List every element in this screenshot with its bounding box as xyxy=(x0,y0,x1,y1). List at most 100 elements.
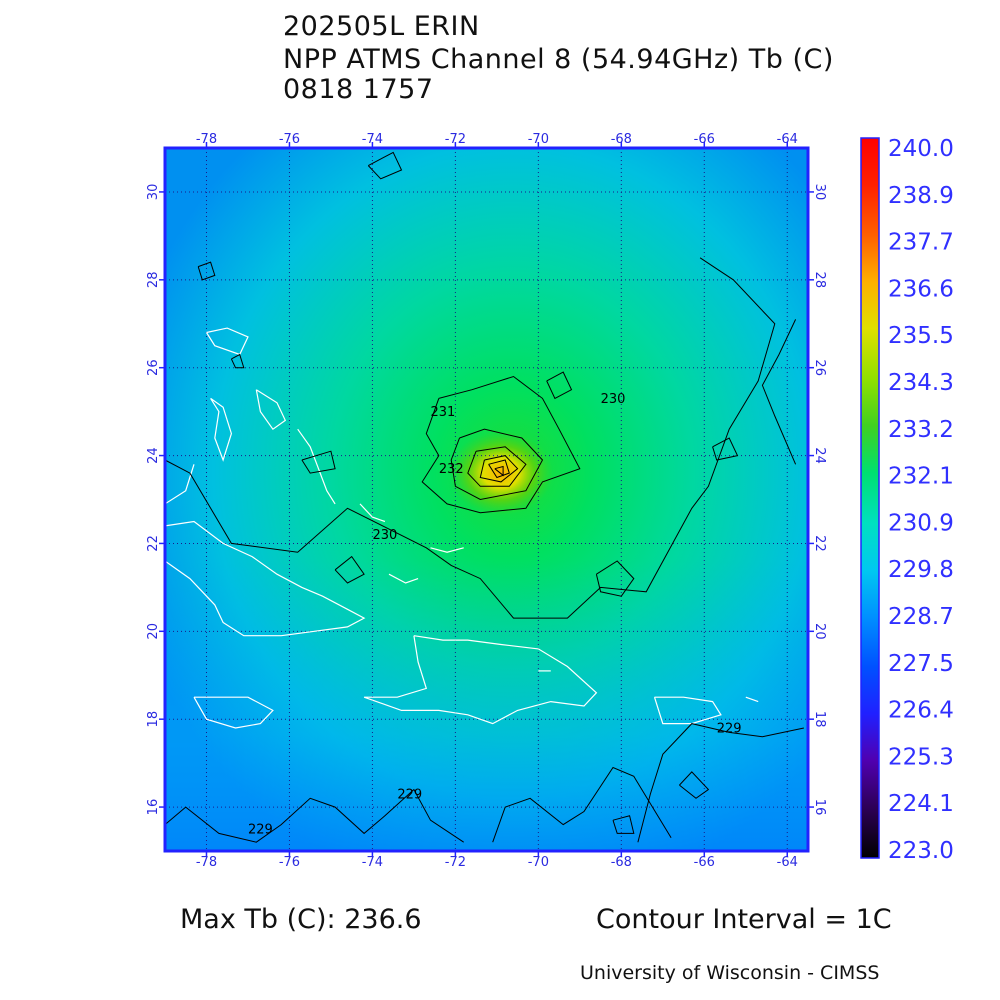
x-tick-label-bottom: -72 xyxy=(445,855,466,870)
plot-field: 231 232 230 230 229 229 229 xyxy=(165,148,808,851)
contour-closed xyxy=(367,151,403,180)
contour-label: 230 xyxy=(372,528,397,543)
y-tick-label-left: 20 xyxy=(146,623,161,640)
axes: -78 -78 -76 -76 -74 -74 -72 -72 -70 -70 -68 -68 -66 -… xyxy=(146,132,827,870)
contour-closed xyxy=(230,353,245,369)
colorbar xyxy=(860,137,880,859)
x-tick-label-top: -66 xyxy=(694,132,715,147)
y-tick-label-right: 28 xyxy=(812,272,827,289)
x-tick-label-bottom: -74 xyxy=(362,855,383,870)
y-tick-label-left: 18 xyxy=(146,711,161,728)
y-tick-label-left: 30 xyxy=(146,184,161,201)
coastline xyxy=(255,389,287,431)
contour-235 xyxy=(488,459,510,479)
coastline xyxy=(165,464,195,505)
y-tick-label-left: 26 xyxy=(146,359,161,376)
x-tick-label-top: -74 xyxy=(362,132,383,147)
coastline xyxy=(745,696,759,703)
x-tick-label-top: -72 xyxy=(445,132,466,147)
contour-234 xyxy=(479,455,519,483)
coastline xyxy=(193,696,274,729)
x-tick-label-top: -76 xyxy=(279,132,300,147)
coastline xyxy=(430,547,464,553)
colorbar-labels: 240.0 238.9 237.7 236.6 235.5 234.3 233.2 232.1… xyxy=(888,136,954,864)
contour-233 xyxy=(467,446,527,487)
colorbar-label: 224.1 xyxy=(888,791,954,817)
contour-230 xyxy=(761,319,797,465)
coastline xyxy=(205,327,249,356)
colorbar-label: 223.0 xyxy=(888,838,954,864)
contour-231 xyxy=(421,375,581,514)
y-tick-label-left: 24 xyxy=(146,447,161,464)
colorbar-label: 238.9 xyxy=(888,183,954,209)
colorbar-label: 232.1 xyxy=(888,464,954,490)
colorbar-label: 240.0 xyxy=(888,136,954,162)
contour-labels: 231 232 230 230 229 229 229 xyxy=(248,392,742,838)
contour-closed xyxy=(612,815,635,834)
colorbar-label: 226.4 xyxy=(888,698,954,724)
x-tick-label-bottom: -66 xyxy=(694,855,715,870)
colorbar-label: 229.8 xyxy=(888,557,954,583)
y-tick-label-right: 18 xyxy=(812,711,827,728)
x-tick-label-bottom: -64 xyxy=(777,855,798,870)
colorbar-label: 237.7 xyxy=(888,230,954,256)
contour-closed xyxy=(546,371,573,400)
contour-label: 229 xyxy=(248,822,273,837)
contour-closed xyxy=(301,450,336,474)
coastline xyxy=(653,696,722,725)
chart-title-line-2: NPP ATMS Channel 8 (54.94GHz) Tb (C) xyxy=(283,44,834,75)
chart-title-line-3: 0818 1757 xyxy=(283,74,434,105)
contour-lines xyxy=(165,151,805,843)
coastline xyxy=(210,397,233,462)
colorbar-label: 230.9 xyxy=(888,510,954,536)
contour-closed xyxy=(679,771,710,799)
coastlines xyxy=(165,327,759,729)
max-tb-label: Max Tb (C): 236.6 xyxy=(180,904,422,935)
colorbar-label: 235.5 xyxy=(888,323,954,349)
x-tick-label-bottom: -76 xyxy=(279,855,300,870)
colorbar-label: 234.3 xyxy=(888,370,954,396)
contour-label: 231 xyxy=(431,405,456,420)
contour-230 xyxy=(165,257,776,619)
contour-label: 230 xyxy=(601,392,626,407)
y-tick-label-left: 22 xyxy=(146,535,161,552)
x-tick-label-bottom: -70 xyxy=(528,855,549,870)
coastline xyxy=(359,503,386,523)
contour-label: 229 xyxy=(397,787,422,802)
x-tick-label-top: -68 xyxy=(611,132,632,147)
contour-interval-label: Contour Interval = 1C xyxy=(596,904,892,935)
x-tick-label-bottom: -78 xyxy=(196,855,217,870)
y-tick-label-left: 16 xyxy=(146,799,161,816)
coastline xyxy=(388,573,419,584)
contour-229 xyxy=(165,788,464,843)
contour-label: 229 xyxy=(717,721,742,736)
x-tick-label-top: -64 xyxy=(777,132,798,147)
x-tick-label-top: -70 xyxy=(528,132,549,147)
y-tick-label-right: 24 xyxy=(812,447,827,464)
contour-closed xyxy=(334,555,365,584)
colorbar-label: 236.6 xyxy=(888,276,954,302)
y-tick-label-right: 22 xyxy=(812,535,827,552)
y-tick-label-right: 30 xyxy=(812,184,827,201)
y-tick-label-right: 26 xyxy=(812,359,827,376)
field-south-shading xyxy=(165,560,808,851)
x-tick-label-top: -78 xyxy=(196,132,217,147)
contour-closed xyxy=(712,437,739,461)
coastline xyxy=(297,428,336,505)
y-tick-label-right: 20 xyxy=(812,623,827,640)
coastline xyxy=(363,635,598,725)
colorbar-label: 225.3 xyxy=(888,744,954,770)
contour-closed xyxy=(197,261,216,281)
plot-frame xyxy=(163,146,810,853)
contour-236 xyxy=(494,465,504,477)
chart-title-line-1: 202505L ERIN xyxy=(283,11,480,42)
colorbar-label: 227.5 xyxy=(888,651,954,677)
y-tick-label-left: 28 xyxy=(146,272,161,289)
colorbar-label: 228.7 xyxy=(888,604,954,630)
credit-label: University of Wisconsin - CIMSS xyxy=(580,962,880,984)
contour-label: 232 xyxy=(439,462,464,477)
contour-229 xyxy=(492,766,672,843)
contour-closed xyxy=(595,560,635,597)
contour-232 xyxy=(450,428,544,501)
